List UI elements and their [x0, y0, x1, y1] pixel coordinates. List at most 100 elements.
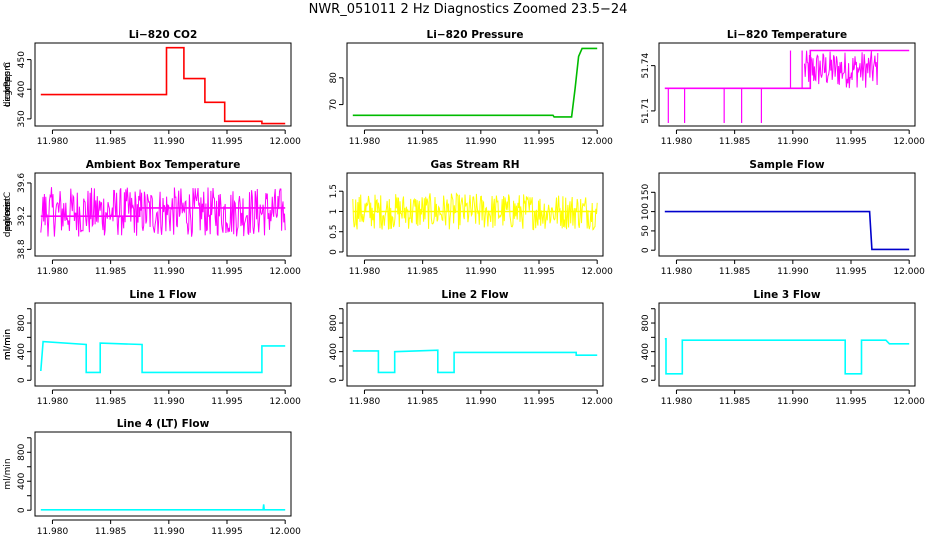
- panel-title: Sample Flow: [749, 159, 824, 171]
- y-axis-label: degrees C: [3, 62, 13, 107]
- panel-title: Li−820 Pressure: [427, 29, 524, 41]
- x-tick-label: 12.000: [581, 137, 613, 147]
- plot-frame: [658, 302, 916, 387]
- y-axis-label: ml/min: [3, 329, 13, 360]
- x-tick-label: 11.995: [835, 137, 867, 147]
- x-tick-label: 11.980: [349, 397, 381, 407]
- x-tick-label: 11.990: [465, 137, 497, 147]
- x-tick-label: 12.000: [269, 397, 301, 407]
- x-tick-label: 11.990: [777, 267, 809, 277]
- y-tick-label: 39.2: [17, 206, 27, 226]
- series-noise: [40, 187, 286, 237]
- x-tick-label: 11.990: [153, 397, 185, 407]
- y-axis-label: Licor ppm: [3, 62, 13, 107]
- panel-4: Ambient Box Temperature 11.980 11.985 11.99…: [3, 159, 301, 277]
- x-tick-label: 11.990: [153, 267, 185, 277]
- x-tick-label: 12.000: [581, 267, 613, 277]
- y-axis-label: percent: [3, 197, 13, 232]
- x-tick-label: 11.985: [407, 137, 439, 147]
- x-tick-label: 11.995: [211, 527, 243, 537]
- y-tick-label: 400: [329, 343, 339, 360]
- y-tick-label: 450: [17, 51, 27, 68]
- series-line: [40, 207, 286, 217]
- series-line: [664, 337, 910, 375]
- x-tick-label: 11.980: [349, 137, 381, 147]
- y-tick-label: 1: [329, 209, 339, 215]
- x-tick-label: 11.990: [465, 267, 497, 277]
- y-tick-label: 800: [17, 443, 27, 460]
- y-tick-label: 800: [329, 314, 339, 331]
- x-tick-label: 11.995: [835, 267, 867, 277]
- x-tick-label: 11.980: [37, 527, 69, 537]
- panel-title: Li−820 Temperature: [727, 29, 847, 41]
- series-line: [352, 349, 598, 374]
- x-tick-label: 11.990: [153, 527, 185, 537]
- x-tick-label: 12.000: [893, 397, 925, 407]
- x-tick-label: 12.000: [581, 397, 613, 407]
- y-axis-label: ml/min: [3, 329, 13, 360]
- panel-7: Line 1 Flow 11.980 11.985 11.990 11.995 12.00…: [3, 289, 301, 407]
- x-tick-label: 11.985: [95, 397, 127, 407]
- x-tick-label: 11.990: [777, 397, 809, 407]
- plot-frame: [34, 172, 292, 257]
- x-tick-label: 11.980: [661, 397, 693, 407]
- x-tick-label: 11.980: [661, 267, 693, 277]
- y-tick-label: 400: [17, 472, 27, 489]
- x-tick-label: 11.990: [777, 137, 809, 147]
- x-tick-label: 11.995: [523, 397, 555, 407]
- panel-title: Line 3 Flow: [753, 289, 820, 301]
- plot-frame: [658, 42, 916, 127]
- x-tick-label: 11.980: [37, 137, 69, 147]
- plot-frame: [346, 172, 604, 257]
- x-tick-label: 12.000: [269, 267, 301, 277]
- x-tick-label: 11.980: [37, 397, 69, 407]
- series-noise: [804, 50, 879, 89]
- x-tick-label: 11.995: [523, 267, 555, 277]
- y-tick-label: 0: [329, 249, 339, 255]
- panel-title: Line 4 (LT) Flow: [117, 418, 210, 430]
- series-line: [40, 504, 286, 511]
- y-tick-label: 0: [17, 377, 27, 383]
- y-axis-label: ml/min: [3, 458, 13, 489]
- y-tick-label: 150: [641, 183, 651, 200]
- series-line: [40, 340, 286, 374]
- y-tick-label: 400: [17, 80, 27, 97]
- y-axis-label: degrees C: [3, 192, 13, 237]
- x-tick-label: 11.995: [211, 397, 243, 407]
- y-tick-label: 0.5: [329, 225, 339, 239]
- panel-3: Li−820 Temperature 11.980 11.985 11.990 11.9…: [3, 29, 925, 147]
- panel-6: Sample Flow 11.980 11.985 11.990 11.995 12.00…: [3, 159, 925, 277]
- panel-10: Line 4 (LT) Flow 11.980 11.985 11.990 11.995…: [3, 418, 301, 537]
- y-tick-label: 0: [641, 377, 651, 383]
- y-tick-label: 50: [641, 225, 651, 237]
- figure-title: NWR_051011 2 Hz Diagnostics Zoomed 23.5−…: [308, 2, 628, 17]
- y-tick-label: 0: [17, 507, 27, 513]
- x-tick-label: 12.000: [269, 527, 301, 537]
- series-line: [664, 49, 910, 90]
- panel-title: Li−820 CO2: [129, 29, 198, 41]
- panel-title: Ambient Box Temperature: [86, 159, 241, 171]
- x-tick-label: 12.000: [893, 137, 925, 147]
- panel-2: Li−820 Pressure 11.980 11.985 11.990 11.995 1…: [3, 29, 613, 147]
- x-tick-label: 12.000: [269, 137, 301, 147]
- y-tick-label: 0: [329, 377, 339, 383]
- x-tick-label: 11.985: [719, 397, 751, 407]
- x-tick-label: 11.995: [835, 397, 867, 407]
- plot-frame: [34, 302, 292, 387]
- y-tick-label: 100: [641, 203, 651, 220]
- x-tick-label: 11.980: [661, 137, 693, 147]
- x-tick-label: 11.985: [95, 527, 127, 537]
- series-line: [40, 46, 286, 125]
- x-tick-label: 11.985: [95, 137, 127, 147]
- panel-9: Line 3 Flow 11.980 11.985 11.990 11.995 12.00…: [3, 289, 925, 407]
- y-tick-label: 400: [17, 343, 27, 360]
- y-tick-label: 0: [641, 247, 651, 253]
- plot-frame: [346, 42, 604, 127]
- y-tick-label: 51.74: [641, 52, 651, 78]
- y-axis-label: ml/min: [3, 199, 13, 230]
- plot-frame: [346, 302, 604, 387]
- x-tick-label: 11.995: [523, 137, 555, 147]
- x-tick-label: 11.995: [211, 267, 243, 277]
- y-tick-label: 70: [329, 99, 339, 111]
- y-tick-label: 1.5: [329, 184, 339, 198]
